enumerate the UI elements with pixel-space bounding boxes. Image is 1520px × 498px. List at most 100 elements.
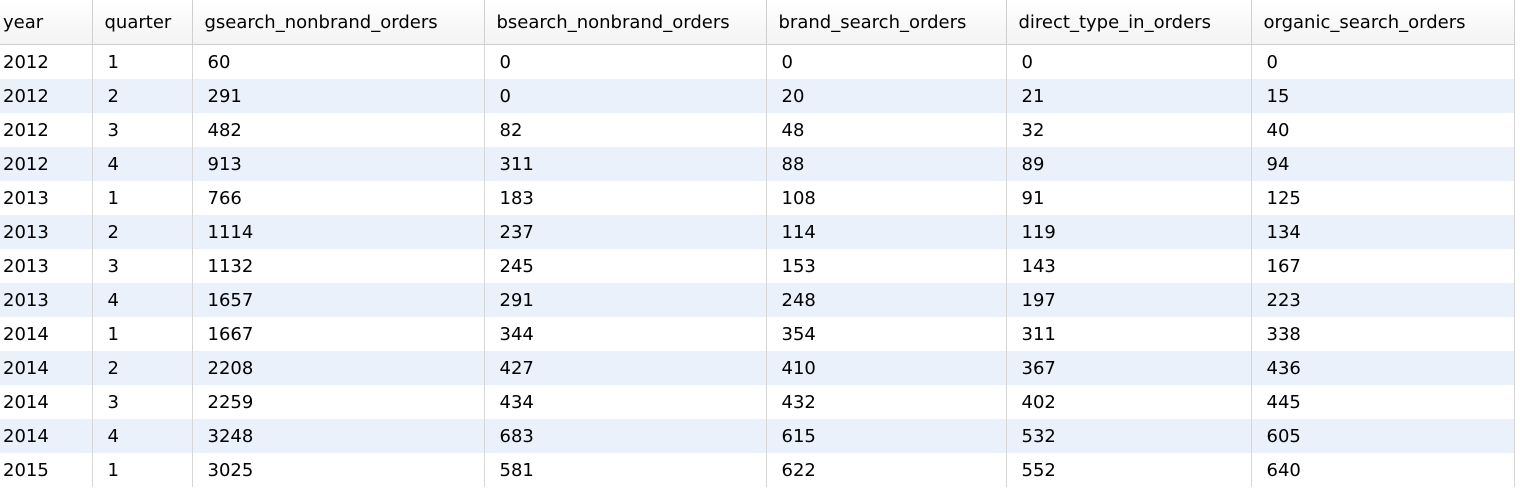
cell-organic-search-orders[interactable]: 15 (1251, 79, 1515, 113)
cell-bsearch-nonbrand-orders[interactable]: 245 (484, 249, 767, 283)
cell-brand-search-orders[interactable]: 248 (766, 283, 1007, 317)
column-header-brand-search-orders[interactable]: brand_search_orders (766, 0, 1007, 45)
cell-organic-search-orders[interactable]: 40 (1251, 113, 1515, 147)
cell-brand-search-orders[interactable]: 88 (766, 147, 1007, 181)
cell-bsearch-nonbrand-orders[interactable]: 82 (484, 113, 767, 147)
cell-bsearch-nonbrand-orders[interactable]: 683 (484, 419, 767, 453)
cell-quarter[interactable]: 4 (92, 147, 193, 181)
table-row[interactable]: 2012 1 60 0 0 0 0 (0, 44, 1515, 79)
cell-direct-type-in-orders[interactable]: 311 (1006, 317, 1252, 351)
table-row[interactable]: 2015 1 3025 581 622 552 640 (0, 453, 1515, 487)
table-row[interactable]: 2014 1 1667 344 354 311 338 (0, 317, 1515, 351)
cell-quarter[interactable]: 1 (92, 181, 193, 215)
cell-bsearch-nonbrand-orders[interactable]: 0 (484, 44, 767, 79)
cell-quarter[interactable]: 4 (92, 283, 193, 317)
table-row[interactable]: 2012 4 913 311 88 89 94 (0, 147, 1515, 181)
cell-year[interactable]: 2013 (0, 283, 93, 317)
cell-bsearch-nonbrand-orders[interactable]: 183 (484, 181, 767, 215)
cell-direct-type-in-orders[interactable]: 552 (1006, 453, 1252, 487)
cell-gsearch-nonbrand-orders[interactable]: 482 (192, 113, 485, 147)
cell-direct-type-in-orders[interactable]: 91 (1006, 181, 1252, 215)
cell-quarter[interactable]: 2 (92, 215, 193, 249)
cell-gsearch-nonbrand-orders[interactable]: 60 (192, 44, 485, 79)
cell-bsearch-nonbrand-orders[interactable]: 0 (484, 79, 767, 113)
table-row[interactable]: 2014 4 3248 683 615 532 605 (0, 419, 1515, 453)
cell-organic-search-orders[interactable]: 445 (1251, 385, 1515, 419)
cell-gsearch-nonbrand-orders[interactable]: 2208 (192, 351, 485, 385)
cell-organic-search-orders[interactable]: 94 (1251, 147, 1515, 181)
cell-bsearch-nonbrand-orders[interactable]: 427 (484, 351, 767, 385)
cell-brand-search-orders[interactable]: 48 (766, 113, 1007, 147)
cell-year[interactable]: 2014 (0, 351, 93, 385)
cell-organic-search-orders[interactable]: 605 (1251, 419, 1515, 453)
cell-quarter[interactable]: 3 (92, 249, 193, 283)
cell-gsearch-nonbrand-orders[interactable]: 3025 (192, 453, 485, 487)
cell-direct-type-in-orders[interactable]: 367 (1006, 351, 1252, 385)
cell-direct-type-in-orders[interactable]: 197 (1006, 283, 1252, 317)
cell-organic-search-orders[interactable]: 338 (1251, 317, 1515, 351)
table-row[interactable]: 2014 2 2208 427 410 367 436 (0, 351, 1515, 385)
cell-direct-type-in-orders[interactable]: 402 (1006, 385, 1252, 419)
cell-year[interactable]: 2014 (0, 385, 93, 419)
table-row[interactable]: 2013 4 1657 291 248 197 223 (0, 283, 1515, 317)
cell-bsearch-nonbrand-orders[interactable]: 581 (484, 453, 767, 487)
cell-year[interactable]: 2015 (0, 453, 93, 487)
cell-direct-type-in-orders[interactable]: 532 (1006, 419, 1252, 453)
cell-year[interactable]: 2012 (0, 113, 93, 147)
cell-brand-search-orders[interactable]: 153 (766, 249, 1007, 283)
cell-year[interactable]: 2012 (0, 44, 93, 79)
cell-organic-search-orders[interactable]: 223 (1251, 283, 1515, 317)
cell-quarter[interactable]: 2 (92, 351, 193, 385)
cell-brand-search-orders[interactable]: 622 (766, 453, 1007, 487)
cell-direct-type-in-orders[interactable]: 32 (1006, 113, 1252, 147)
table-row[interactable]: 2012 2 291 0 20 21 15 (0, 79, 1515, 113)
table-row[interactable]: 2013 2 1114 237 114 119 134 (0, 215, 1515, 249)
column-header-quarter[interactable]: quarter (92, 0, 193, 45)
column-header-organic-search-orders[interactable]: organic_search_orders (1251, 0, 1515, 45)
cell-bsearch-nonbrand-orders[interactable]: 344 (484, 317, 767, 351)
cell-year[interactable]: 2013 (0, 249, 93, 283)
table-row[interactable]: 2013 1 766 183 108 91 125 (0, 181, 1515, 215)
cell-year[interactable]: 2014 (0, 419, 93, 453)
cell-bsearch-nonbrand-orders[interactable]: 434 (484, 385, 767, 419)
cell-bsearch-nonbrand-orders[interactable]: 291 (484, 283, 767, 317)
cell-year[interactable]: 2012 (0, 79, 93, 113)
table-row[interactable]: 2013 3 1132 245 153 143 167 (0, 249, 1515, 283)
cell-brand-search-orders[interactable]: 615 (766, 419, 1007, 453)
cell-direct-type-in-orders[interactable]: 119 (1006, 215, 1252, 249)
cell-quarter[interactable]: 1 (92, 44, 193, 79)
cell-gsearch-nonbrand-orders[interactable]: 1132 (192, 249, 485, 283)
cell-quarter[interactable]: 1 (92, 453, 193, 487)
cell-brand-search-orders[interactable]: 410 (766, 351, 1007, 385)
cell-gsearch-nonbrand-orders[interactable]: 1114 (192, 215, 485, 249)
cell-year[interactable]: 2014 (0, 317, 93, 351)
cell-brand-search-orders[interactable]: 354 (766, 317, 1007, 351)
cell-year[interactable]: 2013 (0, 215, 93, 249)
cell-organic-search-orders[interactable]: 436 (1251, 351, 1515, 385)
table-row[interactable]: 2014 3 2259 434 432 402 445 (0, 385, 1515, 419)
cell-brand-search-orders[interactable]: 20 (766, 79, 1007, 113)
cell-direct-type-in-orders[interactable]: 143 (1006, 249, 1252, 283)
cell-gsearch-nonbrand-orders[interactable]: 913 (192, 147, 485, 181)
cell-quarter[interactable]: 1 (92, 317, 193, 351)
cell-brand-search-orders[interactable]: 432 (766, 385, 1007, 419)
cell-gsearch-nonbrand-orders[interactable]: 291 (192, 79, 485, 113)
cell-bsearch-nonbrand-orders[interactable]: 237 (484, 215, 767, 249)
cell-gsearch-nonbrand-orders[interactable]: 3248 (192, 419, 485, 453)
cell-organic-search-orders[interactable]: 134 (1251, 215, 1515, 249)
cell-year[interactable]: 2013 (0, 181, 93, 215)
column-header-year[interactable]: year (0, 0, 93, 45)
cell-gsearch-nonbrand-orders[interactable]: 1667 (192, 317, 485, 351)
cell-direct-type-in-orders[interactable]: 0 (1006, 44, 1252, 79)
cell-brand-search-orders[interactable]: 114 (766, 215, 1007, 249)
cell-brand-search-orders[interactable]: 108 (766, 181, 1007, 215)
column-header-direct-type-in-orders[interactable]: direct_type_in_orders (1006, 0, 1252, 45)
cell-gsearch-nonbrand-orders[interactable]: 1657 (192, 283, 485, 317)
cell-quarter[interactable]: 3 (92, 113, 193, 147)
column-header-bsearch-nonbrand-orders[interactable]: bsearch_nonbrand_orders (484, 0, 767, 45)
cell-gsearch-nonbrand-orders[interactable]: 766 (192, 181, 485, 215)
cell-year[interactable]: 2012 (0, 147, 93, 181)
cell-organic-search-orders[interactable]: 125 (1251, 181, 1515, 215)
cell-organic-search-orders[interactable]: 167 (1251, 249, 1515, 283)
cell-quarter[interactable]: 2 (92, 79, 193, 113)
